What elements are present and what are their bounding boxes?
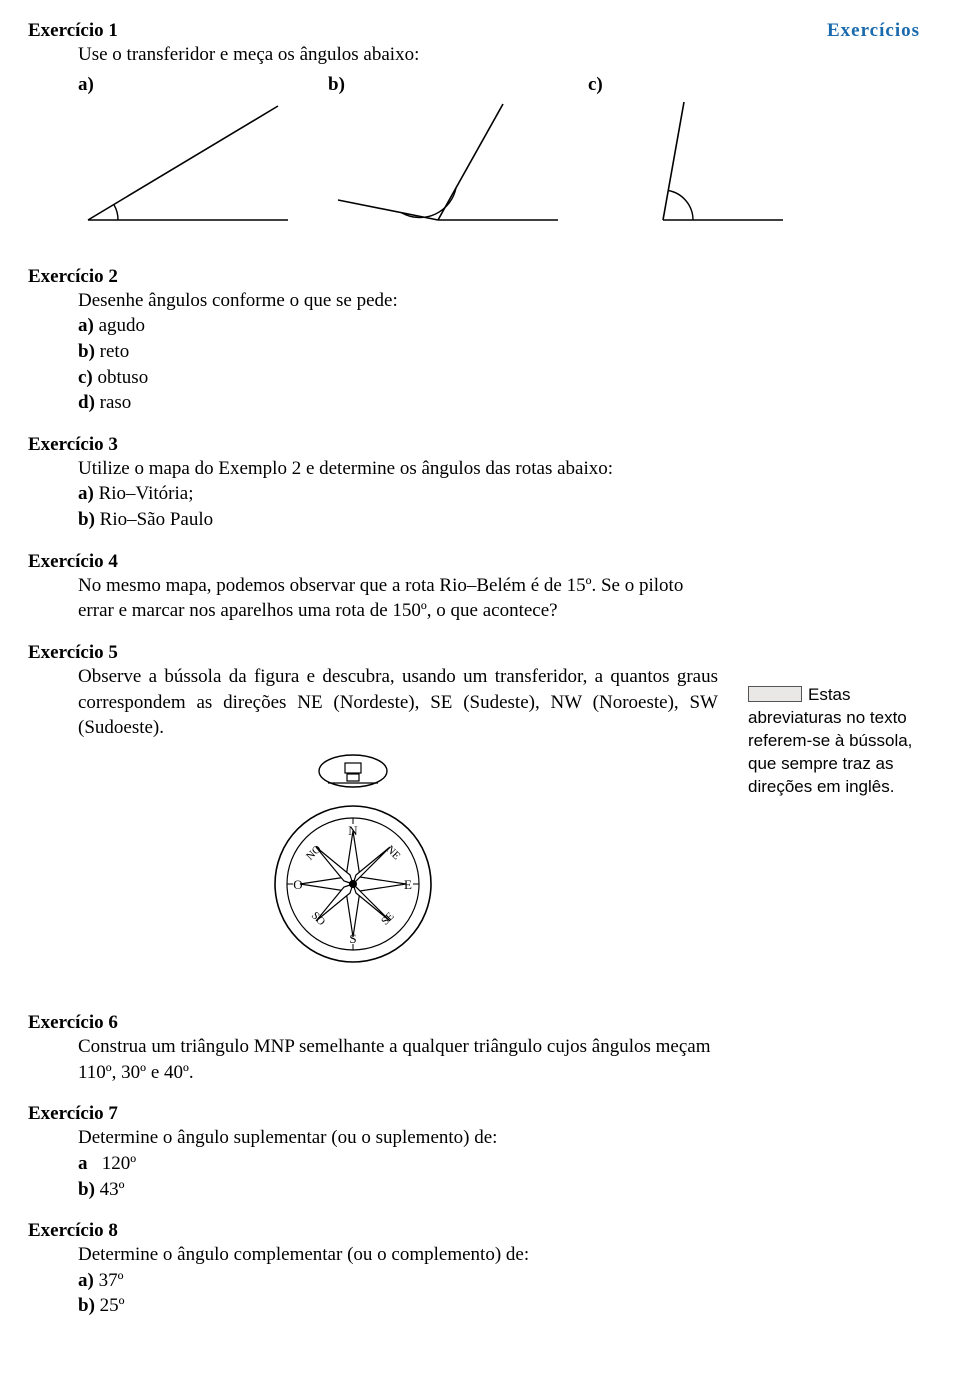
item-key: c) (78, 367, 93, 388)
ex5-text: Observe a bússola da figura e descubra, … (78, 664, 718, 741)
angle-c-label: c) (588, 74, 603, 96)
compass-s: S (349, 931, 356, 946)
item-key: b) (78, 1295, 95, 1316)
ex8-list: a) 37º b) 25º (78, 1268, 920, 1319)
ex5-main: Observe a bússola da figura e descubra, … (28, 664, 728, 984)
compass-figure: N NE E SE S SO O NO (268, 749, 728, 984)
ex1-block: Exercício 1 Use o transferidor e meça os… (28, 20, 419, 68)
ex7-block: Exercício 7 Determine o ângulo suplement… (28, 1103, 920, 1202)
angle-a-label: a) (78, 74, 94, 96)
ex7-list: a 120º b) 43º (78, 1151, 920, 1202)
keycap-icon (748, 686, 802, 702)
item-key: a) (78, 483, 94, 504)
angle-c-figure (588, 100, 788, 230)
compass-o: O (293, 877, 302, 892)
item-key: b) (78, 1179, 95, 1200)
item-text: Rio–Vitória; (99, 483, 194, 504)
ex1-instruction: Use o transferidor e meça os ângulos aba… (78, 42, 419, 68)
list-item: b) reto (78, 339, 920, 365)
list-item: d) raso (78, 390, 920, 416)
section-title: Exercícios (827, 20, 920, 42)
list-item: c) obtuso (78, 365, 920, 391)
item-key: a (78, 1153, 88, 1174)
list-item: a 120º (78, 1151, 920, 1177)
compass-icon: N NE E SE S SO O NO (268, 749, 438, 979)
angle-b-label: b) (328, 74, 345, 96)
ex2-body: Desenhe ângulos conforme o que se pede: … (78, 288, 920, 416)
ex6-label: Exercício 6 (28, 1012, 920, 1034)
page: Exercício 1 Use o transferidor e meça os… (0, 0, 960, 1377)
item-key: a) (78, 1270, 94, 1291)
ex2-list: a) agudo b) reto c) obtuso d) raso (78, 313, 920, 416)
item-key: b) (78, 509, 95, 530)
ex6-block: Exercício 6 Construa um triângulo MNP se… (28, 1012, 920, 1085)
item-text: Rio–São Paulo (100, 509, 213, 530)
item-text: 37º (99, 1270, 124, 1291)
ex4-block: Exercício 4 No mesmo mapa, podemos obser… (28, 551, 920, 624)
item-text: 43º (100, 1179, 125, 1200)
angle-a-figure (78, 100, 298, 230)
angle-c-cell: c) (588, 74, 808, 230)
ex2-block: Exercício 2 Desenhe ângulos conforme o q… (28, 266, 920, 416)
ex1-label: Exercício 1 (28, 20, 419, 42)
item-key: d) (78, 392, 95, 413)
ex5-label: Exercício 5 (28, 642, 920, 664)
list-item: b) 25º (78, 1293, 920, 1319)
ex5-row: Observe a bússola da figura e descubra, … (28, 664, 920, 984)
list-item: b) 43º (78, 1177, 920, 1203)
ex4-text: No mesmo mapa, podemos observar que a ro… (78, 573, 718, 624)
ex8-label: Exercício 8 (28, 1220, 920, 1242)
angles-row: a) b) c) (78, 74, 920, 230)
ex3-block: Exercício 3 Utilize o mapa do Exemplo 2 … (28, 434, 920, 533)
item-text: raso (100, 392, 132, 413)
compass-n: N (348, 823, 358, 838)
item-text: obtuso (98, 367, 149, 388)
item-text: agudo (99, 315, 145, 336)
ex5-sidebar: Estas abreviaturas no texto referem-se à… (748, 684, 920, 799)
ex8-body: Determine o ângulo complementar (ou o co… (78, 1242, 920, 1319)
ex2-label: Exercício 2 (28, 266, 920, 288)
item-text: 120º (102, 1153, 136, 1174)
ex7-label: Exercício 7 (28, 1103, 920, 1125)
list-item: a) agudo (78, 313, 920, 339)
header-row: Exercício 1 Use o transferidor e meça os… (28, 20, 920, 68)
list-item: a) 37º (78, 1268, 920, 1294)
list-item: b) Rio–São Paulo (78, 507, 920, 533)
ex3-body: Utilize o mapa do Exemplo 2 e determine … (78, 456, 920, 533)
ex7-instruction: Determine o ângulo suplementar (ou o sup… (78, 1125, 920, 1151)
ex2-instruction: Desenhe ângulos conforme o que se pede: (78, 288, 920, 314)
angle-b-cell: b) (328, 74, 588, 230)
ex4-label: Exercício 4 (28, 551, 920, 573)
ex3-instruction: Utilize o mapa do Exemplo 2 e determine … (78, 456, 920, 482)
item-key: b) (78, 341, 95, 362)
angle-a-cell: a) (78, 74, 328, 230)
item-text: 25º (100, 1295, 125, 1316)
ex7-body: Determine o ângulo suplementar (ou o sup… (78, 1125, 920, 1202)
item-text: reto (100, 341, 130, 362)
list-item: a) Rio–Vitória; (78, 481, 920, 507)
ex3-list: a) Rio–Vitória; b) Rio–São Paulo (78, 481, 920, 532)
ex6-text: Construa um triângulo MNP semelhante a q… (78, 1034, 718, 1085)
compass-e: E (404, 877, 412, 892)
ex3-label: Exercício 3 (28, 434, 920, 456)
item-key: a) (78, 315, 94, 336)
ex8-block: Exercício 8 Determine o ângulo complemen… (28, 1220, 920, 1319)
ex5-block: Exercício 5 Observe a bússola da figura … (28, 642, 920, 984)
ex8-instruction: Determine o ângulo complementar (ou o co… (78, 1242, 920, 1268)
angle-b-figure (328, 100, 568, 230)
